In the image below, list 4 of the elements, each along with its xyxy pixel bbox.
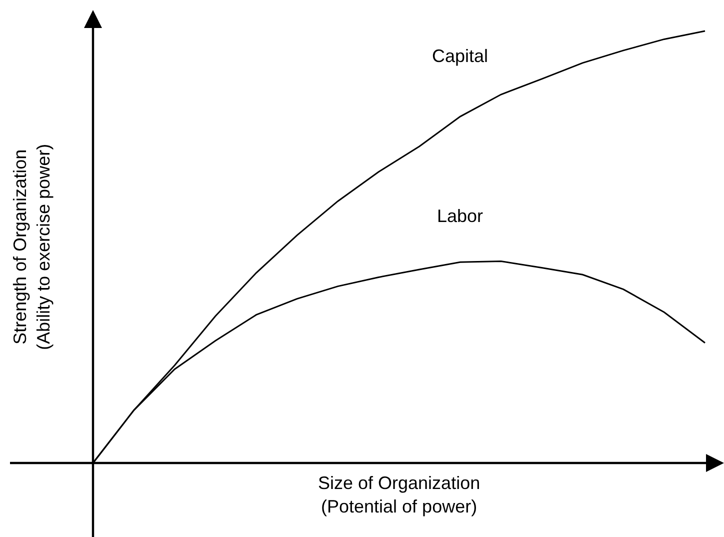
x-axis-title: Size of Organization (Potential of power) [318, 473, 480, 516]
series-label: Capital [432, 46, 488, 66]
series-label: Labor [437, 206, 484, 226]
y-axis-title: Strength of Organization (Ability to exercise power) [10, 144, 54, 350]
